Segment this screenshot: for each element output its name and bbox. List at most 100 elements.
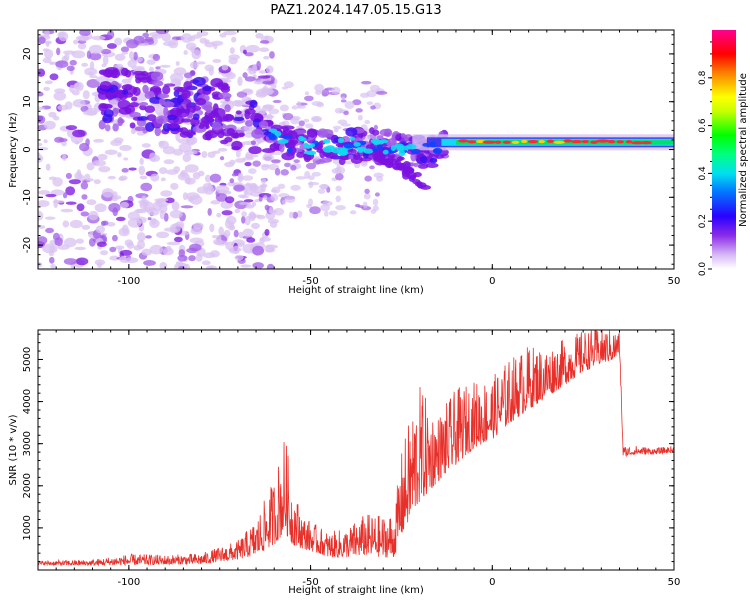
spectrogram-noise-blob bbox=[139, 157, 144, 166]
spectrogram-noise-blob bbox=[201, 150, 208, 158]
spectrogram-cyan-blob bbox=[286, 147, 293, 153]
spectrogram-noise-blob bbox=[45, 163, 51, 171]
spectrogram-noise-blob bbox=[255, 32, 264, 39]
spectrogram-noise-blob bbox=[240, 264, 252, 268]
spectrogram-noise-blob bbox=[234, 254, 244, 261]
spectrogram-noise-blob bbox=[114, 245, 125, 250]
spectrogram-ridge-blob bbox=[224, 104, 231, 113]
spectrogram-noise-blob bbox=[331, 86, 341, 95]
spectrogram-ridge-blob bbox=[192, 76, 206, 86]
spectrogram-noise-blob bbox=[277, 183, 286, 189]
spectrogram-noise-blob bbox=[340, 123, 351, 127]
spectrogram-noise-blob bbox=[245, 182, 251, 187]
spectrogram-band-inner bbox=[455, 140, 674, 145]
spectrogram-noise-blob bbox=[238, 201, 250, 206]
spectrogram-noise-blob bbox=[178, 265, 185, 269]
spectrogram-noise-blob bbox=[219, 156, 225, 161]
colorbar-tick-label: 0.6 bbox=[698, 118, 708, 133]
spectrogram-noise-blob bbox=[281, 199, 287, 205]
spectrogram-noise-blob bbox=[252, 63, 258, 74]
spectrogram-noise-blob bbox=[242, 49, 247, 55]
spectrogram-ridge-blob bbox=[139, 104, 147, 111]
spectrogram-heatmap bbox=[38, 30, 674, 269]
spectrogram-ridge-blob bbox=[224, 96, 231, 102]
spectrogram-noise-blob bbox=[161, 32, 171, 42]
spectrogram-noise-blob bbox=[363, 193, 371, 200]
spectrogram-noise-blob bbox=[304, 123, 314, 129]
spectrogram-ridge-blob bbox=[353, 152, 361, 160]
spectrogram-noise-blob bbox=[160, 177, 166, 182]
spectrogram-noise-blob bbox=[344, 101, 355, 109]
spectrogram-noise-blob bbox=[108, 202, 121, 213]
spectrogram-noise-blob bbox=[221, 210, 233, 216]
spectrogram-peak-spot bbox=[616, 140, 624, 144]
spectrogram-noise-blob bbox=[235, 150, 241, 158]
spectrogram-noise-blob bbox=[218, 226, 225, 236]
spectrogram-noise-blob bbox=[188, 255, 196, 262]
spectrogram-ridge-blob bbox=[138, 76, 152, 83]
spectrogram-noise-blob bbox=[102, 55, 109, 66]
spectrogram-noise-blob bbox=[296, 210, 303, 218]
spectrogram-noise-blob bbox=[158, 167, 168, 175]
spectrogram-noise-blob bbox=[82, 90, 90, 100]
spectrogram-noise-blob bbox=[38, 236, 48, 245]
spectrogram-ridge-blob bbox=[296, 151, 305, 158]
spectrogram-noise-blob bbox=[324, 210, 329, 217]
spectrogram-ridge-blob bbox=[205, 104, 213, 114]
spectrogram-ridge-blob bbox=[345, 127, 358, 137]
spectrogram-noise-blob bbox=[114, 37, 123, 46]
spectrogram-noise-blob bbox=[172, 148, 184, 156]
spectrogram-noise-blob bbox=[115, 216, 126, 222]
spectrogram-noise-blob bbox=[94, 203, 107, 213]
spec-x-tick-label: 50 bbox=[668, 276, 681, 287]
spectrogram-cyan-blob bbox=[398, 150, 406, 157]
spectrogram-noise-blob bbox=[65, 172, 72, 179]
spectrogram-noise-blob bbox=[331, 167, 342, 175]
spectrogram-ridge-blob bbox=[180, 118, 192, 123]
spectrogram-noise-blob bbox=[267, 87, 273, 96]
spectrogram-ridge-blob bbox=[117, 116, 124, 127]
spectrogram-ridge-blob bbox=[261, 148, 276, 153]
spectrogram-noise-blob bbox=[232, 245, 240, 255]
spectrogram-cyan-blob bbox=[336, 149, 348, 156]
spectrogram-ridge-blob bbox=[224, 136, 233, 143]
spectrogram-noise-blob bbox=[304, 91, 310, 96]
spectrogram-noise-blob bbox=[215, 185, 230, 194]
spectrogram-noise-blob bbox=[140, 202, 150, 207]
spectrogram-noise-blob bbox=[95, 161, 100, 165]
spectrogram-noise-blob bbox=[171, 201, 180, 211]
spectrogram-noise-blob bbox=[284, 195, 296, 203]
spectrogram-ridge-blob bbox=[148, 91, 155, 98]
spectrogram-noise-blob bbox=[369, 165, 375, 170]
spectrogram-noise-blob bbox=[337, 119, 348, 125]
snr-frame bbox=[37, 329, 675, 571]
spectrogram-noise-blob bbox=[233, 184, 245, 192]
spectrogram-noise-blob bbox=[244, 161, 252, 167]
spectrogram-ridge-blob bbox=[140, 70, 149, 77]
spectrogram-noise-blob bbox=[52, 200, 65, 204]
spectrogram-cyan-blob bbox=[281, 134, 293, 139]
spectrogram-noise-blob bbox=[193, 222, 204, 230]
spectrogram-noise-blob bbox=[281, 86, 288, 90]
spectrogram-cyan-blob bbox=[390, 145, 397, 152]
spectrogram-noise-blob bbox=[99, 250, 109, 256]
spectrogram-noise-blob bbox=[328, 210, 338, 216]
spectrogram-cyan-blob bbox=[422, 142, 430, 147]
spectrogram-peak-spot bbox=[625, 140, 633, 144]
spectrogram-cyan-blob bbox=[353, 142, 361, 147]
spectrogram-noise-blob bbox=[75, 257, 89, 266]
spectrogram-ridge-blob bbox=[373, 156, 386, 163]
spectrogram-noise-blob bbox=[373, 172, 384, 178]
spectrogram-noise-blob bbox=[231, 173, 238, 177]
spectrogram-noise-blob bbox=[158, 140, 165, 147]
spectrogram-noise-blob bbox=[133, 51, 138, 61]
spectrogram-noise-blob bbox=[314, 83, 325, 92]
spectrogram-noise-blob bbox=[229, 47, 235, 54]
spectrogram-noise-blob bbox=[49, 73, 59, 81]
spectrogram-ridge-blob bbox=[340, 155, 349, 160]
spectrogram-noise-blob bbox=[100, 48, 112, 55]
spectrogram-noise-blob bbox=[366, 90, 377, 98]
spectrogram-noise-blob bbox=[320, 184, 329, 190]
spectrogram-peak-spot bbox=[595, 139, 610, 143]
spectrogram-ridge-blob bbox=[248, 146, 262, 155]
